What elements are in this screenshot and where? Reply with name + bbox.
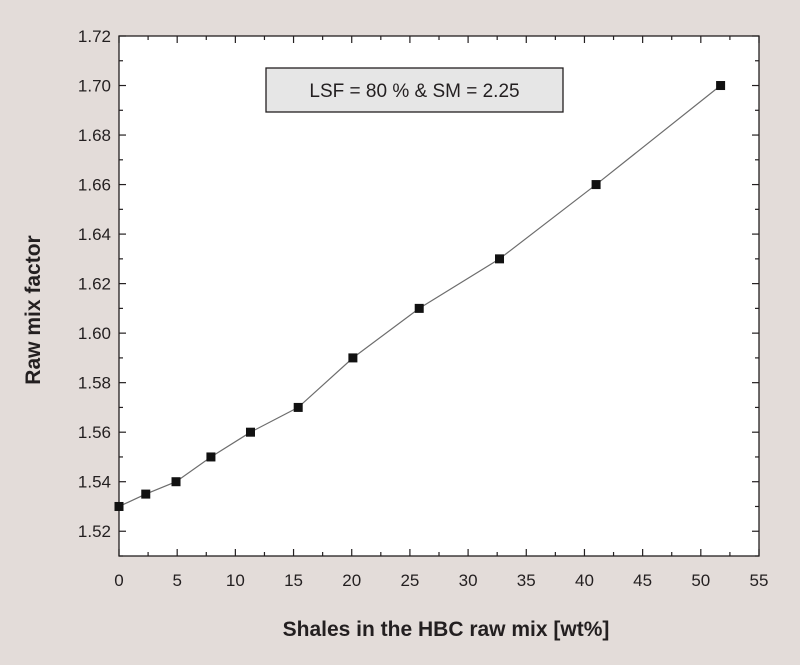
y-tick-label: 1.62: [78, 275, 111, 294]
annotation-frame: [265, 67, 564, 113]
x-tick-label: 35: [517, 571, 536, 590]
x-tick-label: 50: [691, 571, 710, 590]
y-tick-label: 1.58: [78, 374, 111, 393]
x-tick-label: 30: [459, 571, 478, 590]
x-axis-title: Shales in the HBC raw mix [wt%]: [283, 618, 610, 641]
x-tick-label: 45: [633, 571, 652, 590]
ticks: 0 5 10 15 20 25 30 35 40 45 50 55 1.52 1.54 1.56 1.58 1.…: [78, 27, 769, 590]
x-tick-label: 10: [226, 571, 245, 590]
series: [114, 81, 726, 511]
x-tick-label: 5: [172, 571, 181, 590]
data-point: [293, 402, 303, 412]
y-tick-label: 1.66: [78, 176, 111, 195]
y-tick-label: 1.56: [78, 423, 111, 442]
annotation-box: LSF = 80 % & SM = 2.25: [265, 67, 564, 113]
y-tick-label: 1.54: [78, 473, 111, 492]
y-tick-label: 1.64: [78, 225, 111, 244]
annotation-text: LSF = 80 % & SM = 2.25: [309, 81, 519, 102]
data-point: [348, 353, 358, 363]
y-tick-label: 1.70: [78, 77, 111, 96]
y-tick-label: 1.68: [78, 126, 111, 145]
x-tick-label: 40: [575, 571, 594, 590]
y-axis-title: Raw mix factor: [22, 235, 45, 384]
x-tick-label: 15: [284, 571, 303, 590]
data-point: [414, 303, 424, 313]
data-point: [716, 81, 726, 91]
x-tick-label: 20: [342, 571, 361, 590]
x-tick-label: 25: [400, 571, 419, 590]
data-point: [141, 489, 151, 499]
y-tick-label: 1.72: [78, 27, 111, 46]
data-point: [591, 180, 601, 190]
y-tick-label: 1.52: [78, 522, 111, 541]
x-tick-label: 0: [114, 571, 123, 590]
data-point: [206, 452, 216, 462]
data-point: [245, 427, 255, 437]
data-point: [114, 501, 124, 511]
data-point: [171, 477, 181, 487]
y-tick-label: 1.60: [78, 324, 111, 343]
data-point: [495, 254, 505, 264]
x-tick-label: 55: [750, 571, 769, 590]
